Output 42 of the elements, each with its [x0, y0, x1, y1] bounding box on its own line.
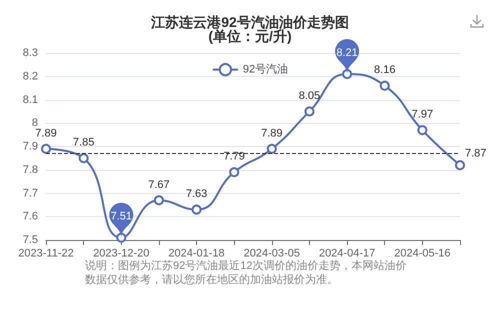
annotation: 7.51 — [110, 210, 132, 223]
annotation: 8.21 — [336, 47, 358, 60]
chart-subtitle: (单位：元/升) — [208, 28, 292, 44]
x-tick-label: 2024-01-18 — [168, 248, 225, 260]
data-label: 8.16 — [374, 64, 396, 76]
chart-title: 江苏连云港92号汽油油价走势图 — [150, 14, 349, 30]
point — [342, 69, 352, 80]
data-label: 7.97 — [412, 108, 434, 121]
point — [78, 153, 89, 164]
data-label: 7.89 — [261, 127, 283, 140]
y-tick-label: 7.5 — [22, 234, 38, 246]
x-tick-label: 2024-04-17 — [318, 248, 376, 260]
point — [266, 144, 277, 154]
point — [304, 106, 314, 116]
point — [229, 167, 240, 178]
x-tick-label: 2023-11-22 — [18, 248, 74, 260]
y-tick-label: 7.9 — [22, 140, 38, 152]
x-tick-label: 2023-12-20 — [93, 248, 150, 260]
y-tick-label: 7.6 — [22, 210, 38, 223]
x-tick-label: 2024-05-16 — [394, 248, 451, 260]
y-tick-label: 7.7 — [22, 187, 38, 200]
x-tick-label: 2024-03-05 — [244, 248, 300, 260]
data-label: 7.67 — [148, 178, 170, 191]
text: 说明：图例为江苏92号汽油最近12次调价的油价走势，本网站油价数据仅供参考，请以您所在地区的加油站报价为准。 — [85, 259, 406, 286]
point — [41, 144, 51, 154]
y-tick-label: 8.3 — [22, 47, 38, 59]
data-label: 7.89 — [35, 127, 57, 140]
point — [380, 80, 390, 91]
y-tick-label: 7.8 — [22, 164, 38, 176]
legend-label: 92号汽油 — [242, 62, 288, 76]
data-label: 7.63 — [186, 188, 208, 200]
ref-line-label: 7.87 — [465, 148, 486, 160]
y-tick-label: 8.1 — [22, 94, 38, 106]
data-label: 7.85 — [72, 136, 94, 149]
point — [154, 195, 164, 206]
data-label: 7.79 — [223, 150, 245, 163]
y-tick-label: 8 — [32, 117, 38, 130]
y-tick-label: 8.2 — [22, 70, 38, 82]
point — [192, 204, 202, 215]
data-label: 8.05 — [298, 90, 320, 102]
point — [417, 125, 428, 136]
point — [455, 160, 465, 170]
